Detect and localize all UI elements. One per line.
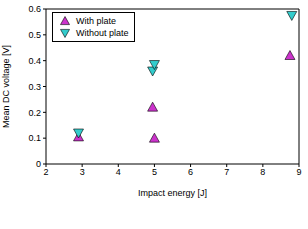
svg-text:2: 2 — [43, 167, 48, 177]
svg-text:Mean DC voltage [V]: Mean DC voltage [V] — [8, 45, 11, 128]
svg-text:0.3: 0.3 — [28, 82, 41, 92]
svg-text:0.2: 0.2 — [28, 108, 41, 118]
svg-text:0.1: 0.1 — [28, 133, 41, 143]
svg-text:8: 8 — [260, 167, 265, 177]
svg-text:5: 5 — [152, 167, 157, 177]
svg-text:0.4: 0.4 — [28, 56, 41, 66]
svg-text:4: 4 — [116, 167, 121, 177]
svg-text:6: 6 — [188, 167, 193, 177]
svg-text:0: 0 — [36, 159, 41, 169]
html-text:With plate: With plate — [76, 16, 116, 26]
svg-text:3: 3 — [80, 167, 85, 177]
svg-text:0.5: 0.5 — [28, 30, 41, 40]
svg-text:0.6: 0.6 — [28, 4, 41, 14]
svg-text:Impact energy [J]: Impact energy [J] — [138, 188, 207, 198]
svg-text:7: 7 — [224, 167, 229, 177]
svg-text:9: 9 — [296, 167, 300, 177]
html-text:Without plate: Without plate — [76, 28, 129, 38]
